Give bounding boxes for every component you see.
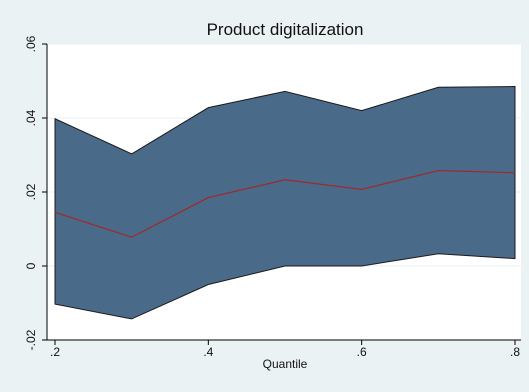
confidence-band (54, 86, 516, 320)
y-axis-ticks: -.02 0 .02 .04 .06 (24, 35, 47, 350)
x-tick-label: .4 (203, 345, 213, 359)
y-tick-label: -.02 (24, 329, 38, 350)
x-tick-label: .8 (510, 345, 520, 359)
estimate-line (54, 169, 516, 238)
x-axis-ticks: .2 .4 .6 .8 (50, 340, 520, 359)
y-tick-label: .04 (24, 109, 38, 126)
x-tick-label: .6 (357, 345, 367, 359)
y-tick-label: .02 (24, 183, 38, 200)
x-axis-label: Quantile (263, 357, 308, 371)
chart-title: Product digitalization (207, 20, 364, 39)
y-tick-label: .06 (24, 35, 38, 52)
x-tick-label: .2 (50, 345, 60, 359)
y-tick-label: 0 (24, 262, 38, 269)
